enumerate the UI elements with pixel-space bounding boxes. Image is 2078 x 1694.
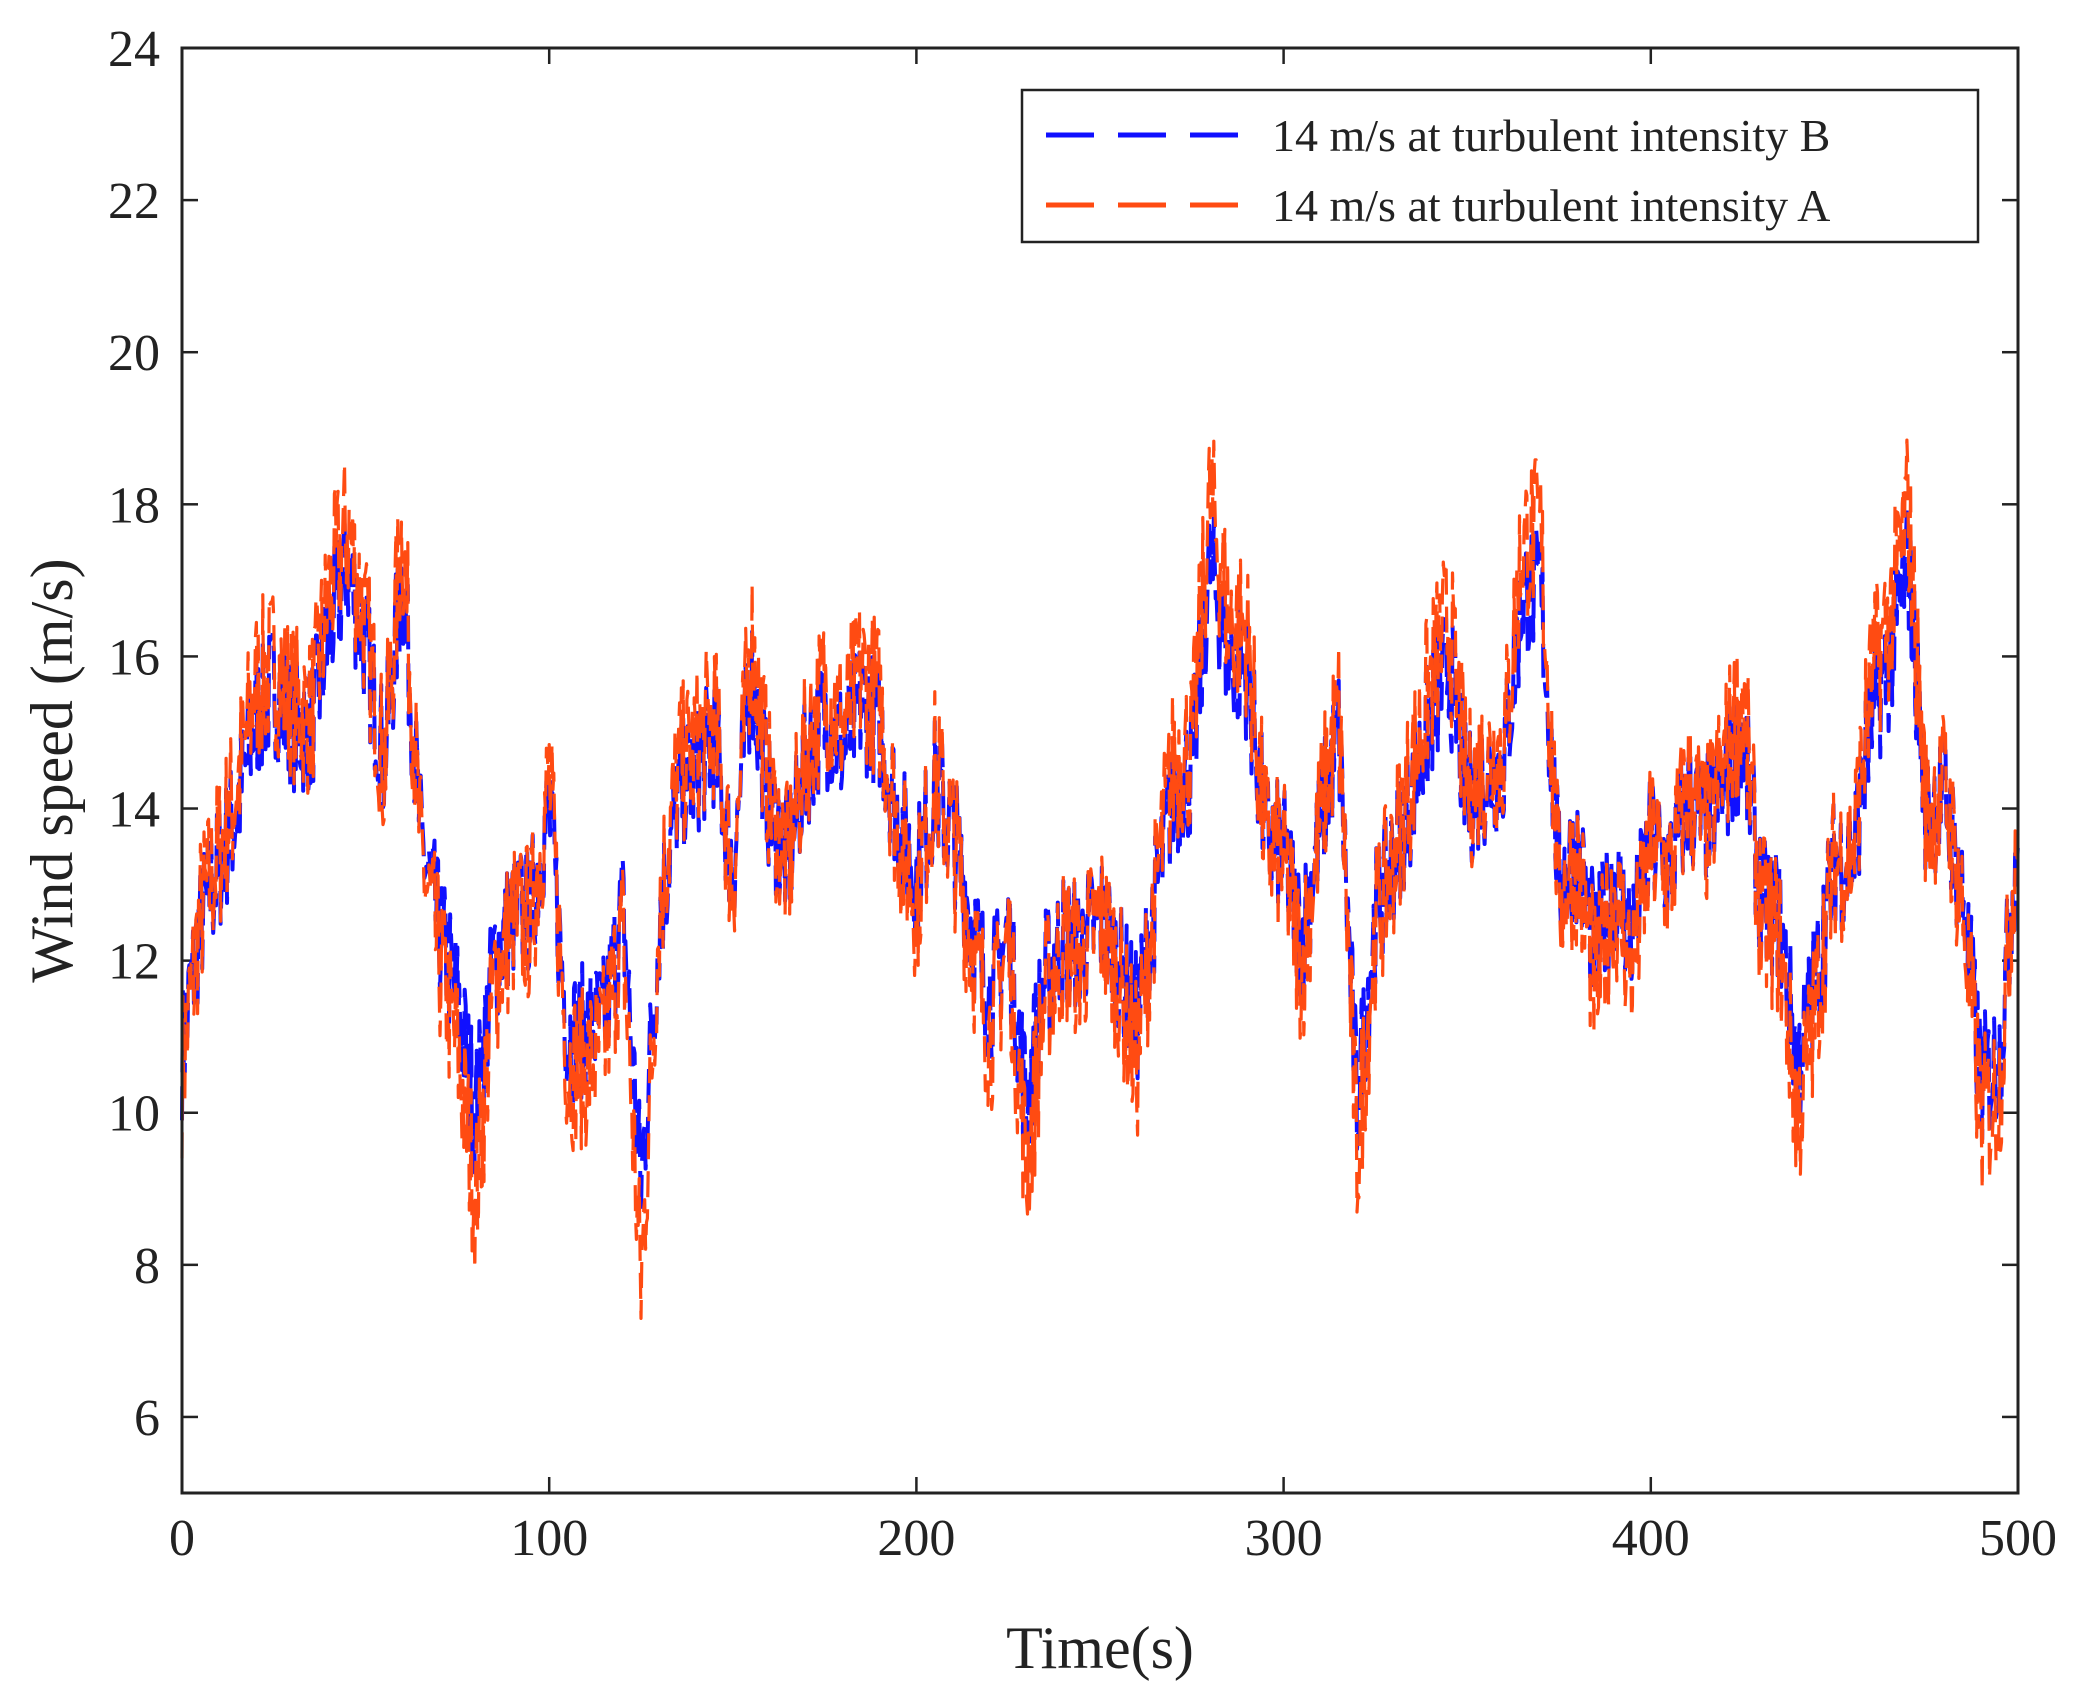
x-tick-label: 400 [1612, 1510, 1690, 1567]
x-tick-label: 100 [510, 1510, 588, 1567]
y-tick-label: 22 [108, 173, 160, 230]
y-tick-label: 20 [108, 325, 160, 382]
series-lines [180, 438, 2020, 1321]
x-tick-label: 0 [169, 1510, 195, 1567]
x-tick-label: 300 [1245, 1510, 1323, 1567]
y-axis-label: Wind speed (m/s) [19, 558, 85, 982]
plot-frame [180, 46, 2020, 1495]
y-tick-label: 24 [108, 21, 160, 78]
legend-label-b: 14 m/s at turbulent intensity B [1272, 110, 1830, 161]
y-tick-label: 10 [108, 1086, 160, 1143]
series-line-b [180, 503, 2020, 1216]
x-tick-label: 200 [877, 1510, 955, 1567]
y-tick-label: 12 [108, 934, 160, 991]
y-tick-label: 14 [108, 782, 160, 839]
legend-label-a: 14 m/s at turbulent intensity A [1272, 180, 1830, 231]
y-tick-label: 8 [134, 1238, 160, 1295]
x-tick-label: 500 [1979, 1510, 2057, 1567]
legend: 14 m/s at turbulent intensity B 14 m/s a… [1020, 88, 1980, 244]
legend-box [1020, 88, 1980, 244]
x-tick-labels: 0 100 200 300 400 500 [169, 1510, 2057, 1567]
y-tick-label: 18 [108, 477, 160, 534]
series-line-a [180, 438, 2020, 1321]
y-tick-label: 16 [108, 629, 160, 686]
x-axis-label: Time(s) [1006, 1615, 1194, 1681]
y-tick-labels: 6 8 10 12 14 16 18 20 22 24 [108, 21, 160, 1447]
y-tick-label: 6 [134, 1390, 160, 1447]
